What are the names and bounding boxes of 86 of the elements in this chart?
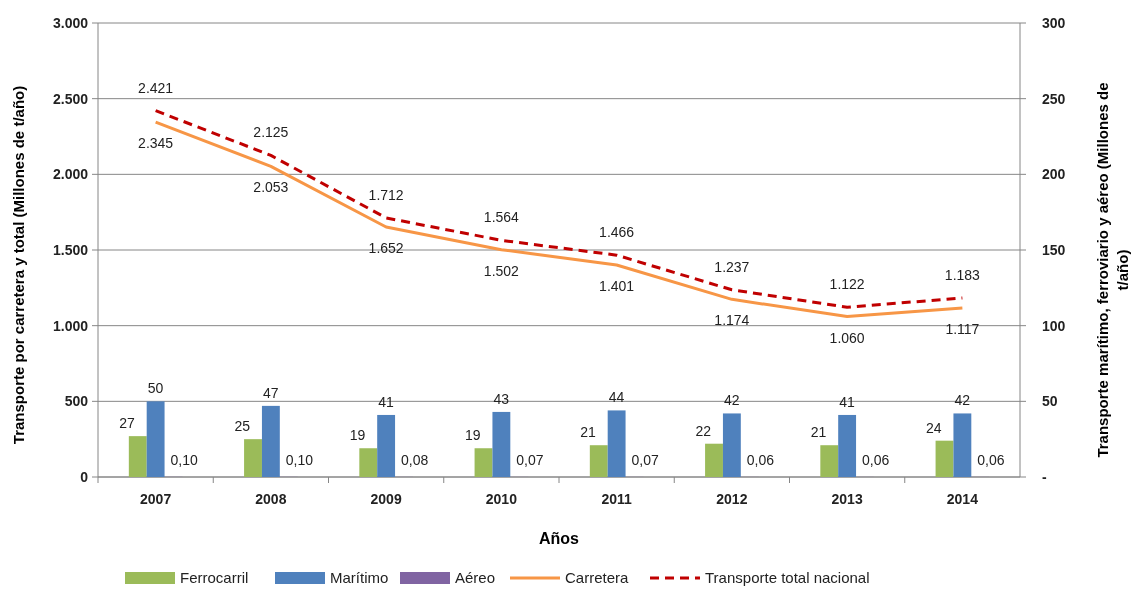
y-tick-label: 3.000	[52, 15, 89, 31]
legend-label: Carretera	[565, 569, 630, 586]
x-axis-title: Años	[539, 530, 580, 547]
data-label: 42	[724, 392, 740, 409]
data-label: 43	[493, 390, 510, 407]
data-label: 0,06	[746, 451, 775, 468]
data-label: 0,07	[516, 451, 544, 468]
data-label: 0,08	[401, 451, 429, 468]
bar	[838, 414, 857, 477]
x-tick-label: 2013	[831, 491, 863, 507]
data-label: 21	[810, 424, 827, 441]
bar	[377, 414, 396, 477]
data-label: 1.122	[829, 276, 865, 293]
legend-label: Transporte total nacional	[705, 569, 870, 586]
x-tick-label: 2010	[485, 491, 518, 507]
y2-tick-label: 300	[1042, 15, 1066, 31]
x-tick-label: 2008	[255, 491, 287, 507]
data-label: 0,07	[631, 451, 660, 468]
bar	[705, 443, 723, 477]
legend-label: Marítimo	[330, 569, 389, 586]
bar	[244, 439, 262, 477]
x-tick-label: 2012	[716, 491, 748, 507]
data-label: 1.183	[944, 266, 981, 283]
bar	[492, 411, 511, 477]
data-label: 25	[234, 418, 251, 435]
data-label: 1.712	[368, 186, 404, 203]
data-label: 21	[580, 424, 597, 441]
data-label: 41	[839, 393, 856, 410]
data-label: 44	[608, 389, 625, 406]
y2-axis-title: Transporte marítimo, ferroviario y aéreo (Millones de t/año)	[1094, 82, 1131, 458]
y2-tick-label: 200	[1042, 166, 1066, 183]
data-label: 1.652	[368, 240, 404, 256]
bar	[128, 436, 147, 477]
data-label: 2.421	[138, 79, 174, 96]
y-tick-label: 2.500	[52, 90, 89, 107]
data-label: 2.053	[253, 179, 289, 196]
y2-tick-label: -	[1042, 469, 1047, 485]
data-label: 0,10	[285, 451, 314, 468]
legend-label: Aéreo	[455, 569, 496, 586]
data-label: 41	[378, 393, 395, 410]
x-tick-label: 2007	[140, 491, 172, 507]
bar	[261, 405, 280, 477]
data-label: 1.564	[483, 209, 520, 226]
bar	[722, 413, 741, 477]
x-tick-label: 2011	[601, 491, 633, 507]
x-tick-label: 2014	[946, 491, 979, 507]
y2-tick-label: 100	[1042, 317, 1066, 334]
data-label: 24	[926, 419, 942, 436]
bar	[146, 401, 165, 477]
bar	[820, 445, 839, 477]
bar	[953, 413, 972, 477]
data-label: 19	[349, 427, 366, 444]
bar	[589, 445, 608, 477]
data-label: 2.345	[138, 135, 174, 152]
data-label: 27	[119, 415, 136, 432]
y-tick-label: 1.000	[52, 317, 89, 334]
bar	[607, 410, 626, 477]
bar	[935, 440, 954, 477]
data-label: 1.502	[483, 262, 520, 279]
data-label: 0,06	[862, 451, 890, 468]
data-label: 19	[465, 427, 481, 444]
data-label: 50	[147, 380, 164, 397]
legend-label: Ferrocarril	[180, 569, 249, 586]
data-label: 1.237	[714, 258, 750, 275]
data-label: 1.401	[599, 277, 635, 294]
data-label: 1.466	[599, 224, 635, 241]
x-tick-label: 2009	[370, 491, 402, 507]
y-axis-title: Transporte por carretera y total (Millones de t/año)	[10, 85, 27, 445]
y-tick-label: 0	[80, 469, 89, 485]
data-label: 2.125	[253, 124, 289, 141]
y-tick-label: 2.000	[52, 166, 89, 183]
y-tick-label: 500	[64, 393, 89, 410]
data-label: 47	[263, 384, 279, 401]
y2-tick-label: 150	[1042, 242, 1066, 258]
bar	[474, 448, 493, 477]
data-label: 0,06	[977, 451, 1005, 468]
y2-tick-label: 250	[1042, 90, 1066, 107]
y-tick-label: 1.500	[52, 242, 89, 258]
data-label: 42	[954, 392, 971, 409]
data-label: 1.060	[829, 329, 865, 346]
data-label: 1.174	[714, 312, 750, 329]
y2-tick-label: 50	[1042, 393, 1058, 410]
data-label: 0,10	[170, 451, 199, 468]
data-label: 1.117	[945, 320, 980, 337]
data-label: 22	[695, 422, 712, 439]
bar	[359, 448, 378, 477]
